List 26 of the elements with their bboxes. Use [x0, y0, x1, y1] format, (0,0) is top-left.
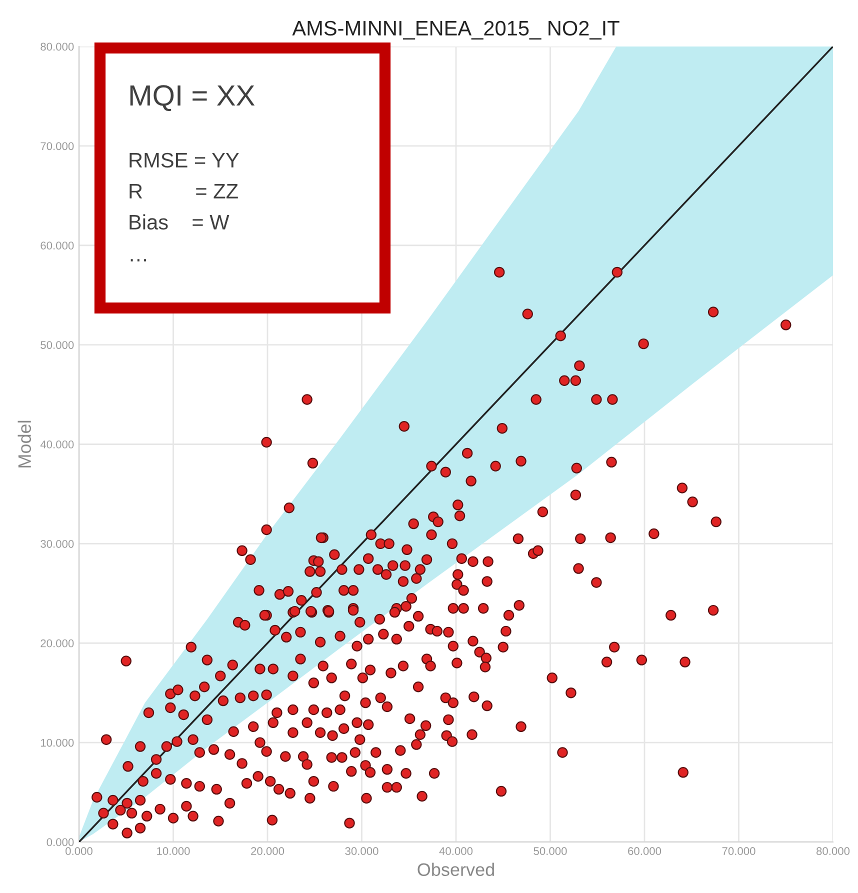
y-tick-label: 40.000	[40, 440, 74, 448]
annotation: RMSE = YY	[130, 152, 239, 168]
y-tick-label: 80.000	[40, 42, 74, 51]
y-tick-label: 0.000	[46, 838, 74, 846]
x-tick-label: 40.000	[439, 847, 473, 856]
x-tick-label: 70.000	[722, 847, 756, 856]
y-axis-title: Model	[18, 420, 32, 468]
annotation: R = ZZ	[130, 184, 238, 198]
x-tick-label: 60.000	[628, 847, 662, 856]
x-tick-label: 30.000	[345, 847, 378, 856]
x-tick-label: 20.000	[251, 847, 284, 856]
y-tick-label: 30.000	[40, 540, 74, 548]
y-tick-label: 60.000	[40, 242, 74, 250]
annotation: MQI = XX	[130, 85, 255, 112]
y-tick-label: 20.000	[40, 639, 74, 648]
x-tick-label: 0.000	[66, 847, 92, 856]
y-tick-label: 10.000	[41, 738, 74, 747]
annotation: Bias = W	[130, 214, 230, 230]
y-tick-label: 70.000	[40, 142, 74, 150]
x-tick-label: 10.000	[157, 847, 190, 856]
x-tick-label: 80.000	[816, 847, 850, 856]
x-tick-label: 50.000	[534, 847, 567, 856]
y-tick-label: 50.000	[40, 341, 74, 349]
chart-title: AMS-MINNI_ENEA_2015_ NO2_IT	[292, 20, 620, 40]
x-axis-title: Observed	[418, 862, 494, 876]
annotation: …	[130, 259, 146, 262]
